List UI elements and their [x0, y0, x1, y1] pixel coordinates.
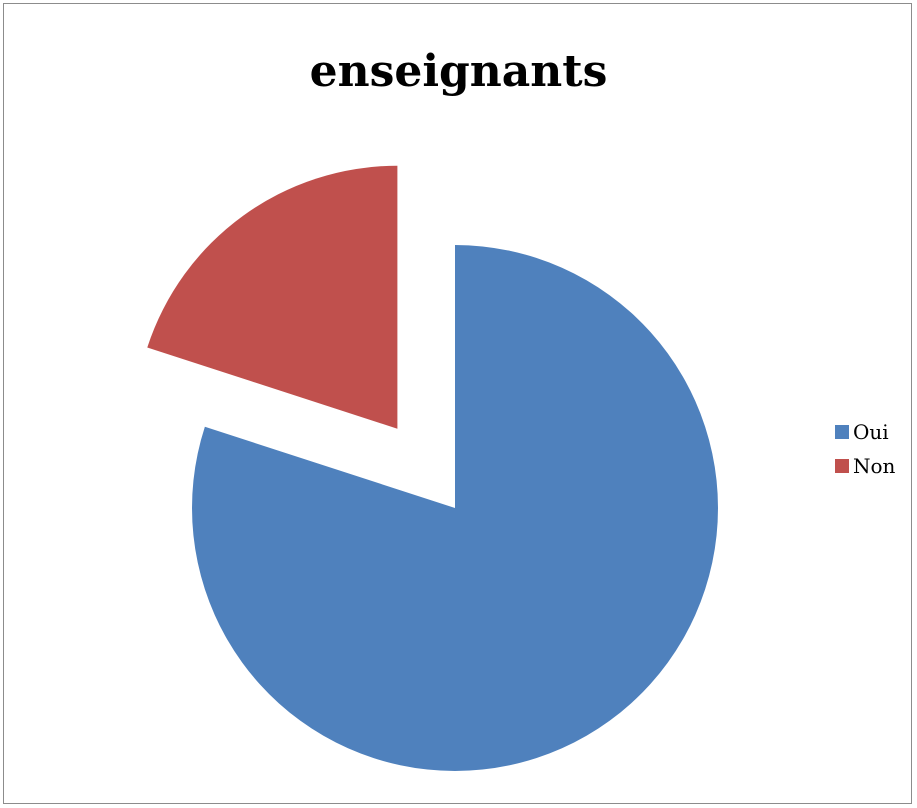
legend-item-non: Non: [835, 452, 913, 480]
chart-title: enseignants: [309, 46, 608, 97]
legend-item-oui: Oui: [835, 418, 913, 446]
legend-label-oui: Oui: [853, 420, 889, 444]
chart-legend: Oui Non: [835, 418, 913, 486]
legend-label-non: Non: [853, 454, 896, 478]
pie-slice-non: [147, 165, 398, 429]
legend-swatch-non: [835, 459, 849, 473]
pie-slice-oui: [192, 245, 718, 771]
legend-swatch-oui: [835, 425, 849, 439]
